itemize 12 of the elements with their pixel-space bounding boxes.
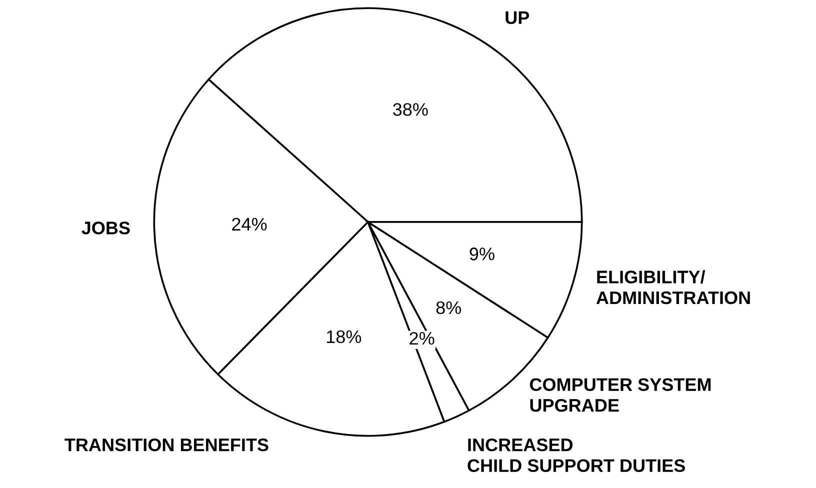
data-label: 2% bbox=[410, 332, 434, 345]
slice-label: INCREASED CHILD SUPPORT DUTIES bbox=[468, 438, 685, 472]
data-label: 9% bbox=[470, 248, 494, 260]
data-label: 8% bbox=[436, 301, 462, 314]
data-label: 24% bbox=[232, 218, 267, 231]
data-label: 38% bbox=[393, 103, 428, 116]
slice-label: TRANSITION BENEFITS bbox=[64, 438, 268, 452]
slice-label: JOBS bbox=[82, 222, 130, 234]
slice-label: COMPUTER SYSTEM UPGRADE bbox=[530, 378, 711, 412]
data-label: 18% bbox=[326, 330, 362, 344]
slice-label: UP bbox=[506, 11, 530, 24]
slice-label: ELIGIBILITY/ ADMINISTRATION bbox=[596, 270, 750, 304]
